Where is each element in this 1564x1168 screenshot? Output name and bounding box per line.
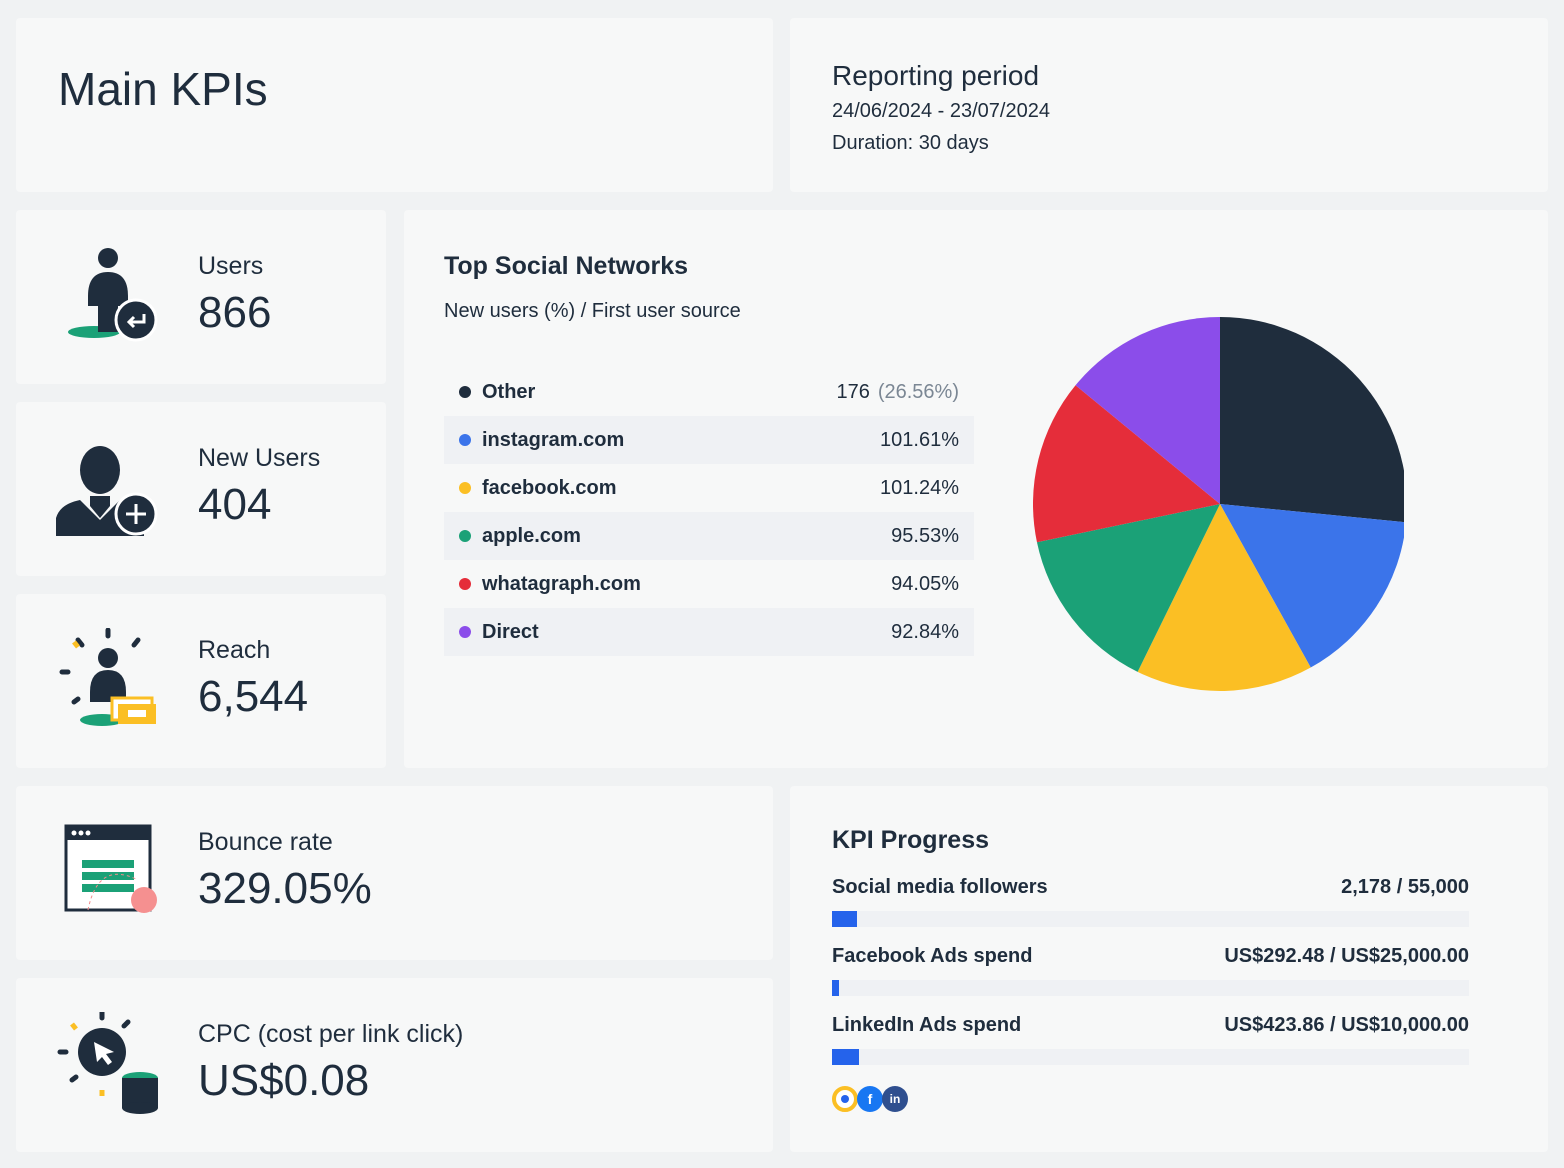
kpi-value: 6,544 — [198, 672, 309, 721]
kpi-value: 329.05% — [198, 864, 372, 913]
page-title: Main KPIs — [58, 63, 268, 115]
pie-slice-direct — [1075, 317, 1220, 504]
legend-value: 92.84% — [891, 620, 959, 643]
kpi-label: Users — [198, 252, 264, 280]
legend-value: 101.24% — [880, 476, 959, 499]
legend-dot — [459, 386, 471, 398]
legend-name: Direct — [482, 620, 539, 643]
reporting-title: Reporting period — [832, 60, 1040, 91]
progress-fill — [832, 911, 858, 927]
legend-value: 176 — [836, 380, 870, 403]
kpi-label: Reach — [198, 636, 271, 664]
kpi-bounce-rate: Bounce rate 329.05% — [16, 786, 773, 960]
legend-dot — [459, 434, 471, 446]
legend-row: Direct 92.84% — [444, 608, 974, 656]
linkedin-ads-icon: in — [882, 1086, 908, 1112]
kpi-label: New Users — [198, 444, 321, 472]
overview-source-icon — [832, 1086, 858, 1112]
kpi-progress-title: KPI Progress — [832, 826, 990, 854]
reporting-period-card: Reporting period 24/06/2024 - 23/07/2024… — [790, 18, 1548, 192]
progress-bar — [832, 911, 1469, 927]
kpi-label: Bounce rate — [198, 828, 333, 856]
social-title: Top Social Networks — [444, 252, 689, 280]
progress-bar — [832, 980, 1469, 996]
legend-name: facebook.com — [482, 476, 617, 499]
legend-name: whatagraph.com — [482, 572, 641, 595]
legend-row: apple.com 95.53% — [444, 512, 974, 560]
pie-slice-whatagraph-com — [1033, 385, 1220, 543]
kpi-progress-item: Social media followers 2,178 / 55,000 — [832, 876, 1469, 927]
pie-slice-facebook-com — [1137, 504, 1311, 691]
pie-slice-apple-com — [1036, 504, 1220, 672]
reporting-range: 24/06/2024 - 23/07/2024 — [832, 100, 1050, 122]
legend-dot — [459, 482, 471, 494]
progress-label: Facebook Ads spend — [832, 945, 1033, 967]
legend-value: 101.61% — [880, 428, 959, 451]
pie-slice-instagram-com — [1220, 504, 1404, 668]
reporting-duration: Duration: 30 days — [832, 132, 989, 154]
legend-dot — [459, 578, 471, 590]
legend-row: facebook.com 101.24% — [444, 464, 974, 512]
social-pie-chart — [1033, 317, 1404, 691]
progress-value: 2,178 / 55,000 — [1341, 876, 1469, 898]
cursor-coins-icon — [57, 1012, 158, 1114]
progress-bar — [832, 1049, 1469, 1065]
kpi-value: 404 — [198, 480, 272, 529]
progress-fill — [832, 1049, 859, 1065]
kpi-reach: Reach 6,544 — [16, 594, 386, 768]
legend-dot — [459, 626, 471, 638]
browser-bounce-icon — [64, 824, 157, 913]
social-subtitle: New users (%) / First user source — [444, 300, 741, 322]
legend-dot — [459, 530, 471, 542]
progress-label: LinkedIn Ads spend — [832, 1014, 1022, 1036]
legend-row: instagram.com 101.61% — [444, 416, 974, 464]
kpi-progress-card: KPI Progress Social media followers 2,178… — [790, 786, 1548, 1152]
legend-percent: (26.56%) — [877, 380, 959, 403]
user-add-icon — [56, 446, 158, 536]
legend-row: whatagraph.com 94.05% — [444, 560, 974, 608]
pie-slice-other — [1220, 317, 1404, 523]
kpi-new-users: New Users 404 — [16, 402, 386, 576]
top-social-networks-card: Top Social Networks New users (%) / Firs… — [404, 210, 1548, 768]
kpi-cpc: CPC (cost per link click) US$0.08 — [16, 978, 773, 1152]
facebook-ads-icon: f — [857, 1086, 883, 1112]
kpi-progress-item: Facebook Ads spend US$292.48 / US$25,000.… — [832, 945, 1469, 996]
progress-value: US$423.86 / US$10,000.00 — [1224, 1014, 1469, 1036]
legend-name: instagram.com — [482, 428, 625, 451]
kpi-label: CPC (cost per link click) — [198, 1020, 464, 1048]
user-returning-icon — [68, 248, 158, 342]
kpi-value: US$0.08 — [198, 1056, 370, 1105]
social-legend: Other 176 (26.56%) instagram.com 101.61% face… — [444, 368, 974, 656]
legend-name: Other — [482, 380, 536, 403]
legend-value: 94.05% — [891, 572, 959, 595]
progress-label: Social media followers — [832, 876, 1048, 898]
data-sources: f in — [832, 1086, 908, 1112]
legend-row: Other 176 (26.56%) — [444, 368, 974, 416]
kpi-progress-item: LinkedIn Ads spend US$423.86 / US$10,000.… — [832, 1014, 1469, 1065]
progress-value: US$292.48 / US$25,000.00 — [1224, 945, 1469, 967]
kpi-users: Users 866 — [16, 210, 386, 384]
reach-icon — [59, 628, 156, 726]
kpi-value: 866 — [198, 288, 272, 337]
legend-value: 95.53% — [891, 524, 959, 547]
title-card: Main KPIs — [16, 18, 773, 192]
progress-fill — [832, 980, 840, 996]
legend-name: apple.com — [482, 524, 581, 547]
